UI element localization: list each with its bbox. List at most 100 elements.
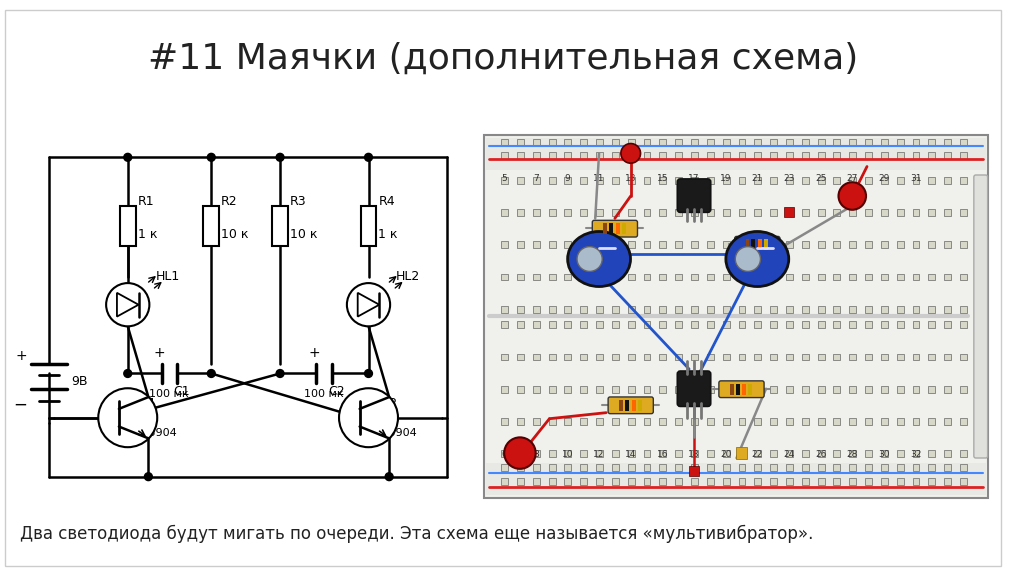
Bar — [596, 241, 603, 248]
Bar — [628, 139, 635, 146]
Bar — [929, 209, 935, 216]
Bar — [770, 153, 777, 160]
Bar — [849, 306, 856, 313]
Text: 12: 12 — [593, 450, 605, 459]
Bar — [723, 386, 729, 393]
Text: 14: 14 — [625, 450, 636, 459]
Bar — [644, 153, 650, 160]
Bar — [723, 209, 729, 216]
Bar — [564, 209, 571, 216]
Bar — [834, 153, 841, 160]
Bar — [817, 274, 824, 281]
Bar — [897, 450, 903, 457]
Bar — [659, 450, 667, 457]
Bar — [738, 386, 745, 393]
Bar — [517, 450, 524, 457]
Bar — [628, 464, 635, 471]
Bar — [564, 478, 571, 484]
Bar — [912, 354, 920, 361]
Text: 1 к: 1 к — [378, 228, 398, 241]
Bar — [786, 450, 793, 457]
Bar — [596, 153, 603, 160]
Bar — [764, 240, 768, 250]
Text: R1: R1 — [137, 195, 155, 209]
Bar — [961, 241, 967, 248]
Bar — [738, 241, 745, 248]
Bar — [549, 386, 555, 393]
Bar — [644, 354, 650, 361]
Bar — [865, 321, 872, 328]
Bar — [532, 386, 540, 393]
Bar — [501, 321, 508, 328]
Bar — [564, 418, 571, 425]
Bar — [549, 241, 555, 248]
Bar — [581, 274, 587, 281]
Bar — [802, 418, 809, 425]
Bar — [749, 384, 753, 395]
Bar — [564, 354, 571, 361]
Bar — [912, 274, 920, 281]
Bar — [849, 139, 856, 146]
Bar — [944, 478, 951, 484]
Bar — [517, 306, 524, 313]
Polygon shape — [357, 293, 379, 317]
Bar — [675, 306, 682, 313]
Bar — [612, 209, 618, 216]
Bar — [944, 306, 951, 313]
Bar — [755, 450, 761, 457]
Bar — [865, 306, 872, 313]
Bar — [897, 354, 903, 361]
Bar — [849, 241, 856, 248]
Bar — [501, 306, 508, 313]
Bar — [644, 478, 650, 484]
Bar — [723, 139, 729, 146]
Text: HL2: HL2 — [396, 270, 420, 283]
Text: 16: 16 — [656, 450, 668, 459]
Bar — [517, 321, 524, 328]
Bar — [834, 241, 841, 248]
Bar — [581, 209, 587, 216]
Text: 26: 26 — [815, 450, 826, 459]
Bar — [549, 478, 555, 484]
Text: Два светодиода будут мигать по очереди. Эта схема еще называется «мультивибратор: Два светодиода будут мигать по очереди. … — [19, 525, 813, 544]
Ellipse shape — [726, 232, 788, 286]
Bar — [944, 321, 951, 328]
Bar — [802, 450, 809, 457]
Bar — [628, 450, 635, 457]
Bar — [628, 274, 635, 281]
Bar — [675, 153, 682, 160]
Circle shape — [276, 370, 284, 377]
Bar — [532, 478, 540, 484]
Text: 13: 13 — [625, 174, 637, 183]
Bar — [735, 447, 748, 459]
Bar — [865, 153, 872, 160]
Bar — [603, 223, 607, 234]
Bar — [802, 177, 809, 184]
Circle shape — [347, 283, 390, 327]
FancyBboxPatch shape — [608, 397, 653, 414]
Bar — [849, 478, 856, 484]
Bar — [707, 209, 714, 216]
Bar — [738, 418, 745, 425]
Bar — [581, 354, 587, 361]
Bar — [675, 139, 682, 146]
Bar — [707, 418, 714, 425]
Bar — [881, 418, 888, 425]
Bar — [723, 177, 729, 184]
Bar — [564, 321, 571, 328]
Bar — [501, 209, 508, 216]
Bar — [628, 177, 635, 184]
Bar — [644, 321, 650, 328]
Bar — [675, 177, 682, 184]
Bar — [770, 418, 777, 425]
Text: 11: 11 — [593, 174, 605, 183]
Bar — [786, 306, 793, 313]
Bar — [659, 274, 667, 281]
Bar — [659, 321, 667, 328]
Text: HL1: HL1 — [156, 270, 179, 283]
Bar — [691, 177, 698, 184]
Bar — [659, 177, 667, 184]
Bar — [564, 139, 571, 146]
Bar — [755, 274, 761, 281]
Bar — [738, 209, 745, 216]
